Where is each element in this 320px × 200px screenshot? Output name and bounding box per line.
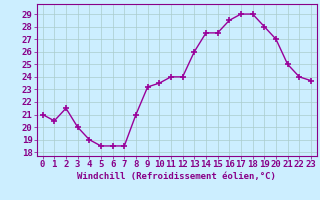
X-axis label: Windchill (Refroidissement éolien,°C): Windchill (Refroidissement éolien,°C) <box>77 172 276 181</box>
